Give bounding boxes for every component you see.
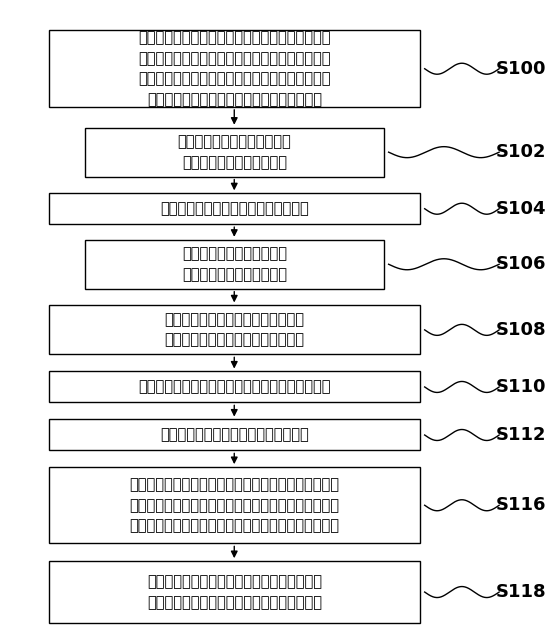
Text: 将多个卷绕型电容器分别设置在多个导电单元上，其中
每一个导电单元包括一电性连接于正极导电引脚的正极
导电端子及一电性连接于负极导电引脚的负极导电端子: 将多个卷绕型电容器分别设置在多个导电单元上，其中 每一个导电单元包括一电性连接于… [129,478,339,533]
Bar [49,467,420,544]
Bar [49,306,420,355]
Bar [85,240,384,289]
Text: S100: S100 [496,60,546,77]
Text: 将每一个卷绕型电容器的卷绕
本体从圆柱体压合成长方体: 将每一个卷绕型电容器的卷绕 本体从圆柱体压合成长方体 [178,134,291,170]
Bar [49,420,420,450]
Bar [49,372,420,403]
Bar [49,30,420,107]
Bar [49,561,420,623]
Text: 弯折第一裸露部与第二裸露部，以使得第一裸
露部与第二裸露部皆沿着封装体的外表面延伸: 弯折第一裸露部与第二裸露部，以使得第一裸 露部与第二裸露部皆沿着封装体的外表面延… [147,575,322,610]
Bar [85,128,384,176]
Text: 同时让多个卷绕型电容器依序进行碳
化处理、化成处理及含浸高分子处理: 同时让多个卷绕型电容器依序进行碳 化处理、化成处理及含浸高分子处理 [164,312,304,348]
Text: S118: S118 [495,583,546,601]
Text: S106: S106 [496,255,546,273]
Bar [49,193,420,224]
Text: S116: S116 [496,496,546,514]
Text: 切除每一个卷绕型电容器的负极焊接脚: 切除每一个卷绕型电容器的负极焊接脚 [160,201,309,216]
Text: S108: S108 [495,321,546,339]
Text: S110: S110 [496,378,546,396]
Text: S102: S102 [496,143,546,161]
Text: S104: S104 [496,200,546,218]
Text: 提供多个卷绕型电容器，每一个卷绕型电容器具有
一卷绕本体、一正极导电引脚、一负极导电引脚、
一焊接在正极导电引脚的末端上的正极焊接脚、及
一焊接在负极导电引脚的: 提供多个卷绕型电容器，每一个卷绕型电容器具有 一卷绕本体、一正极导电引脚、一负极… [138,31,331,107]
Text: 切除每一个卷绕型电容器的正极焊接脚: 切除每一个卷绕型电容器的正极焊接脚 [160,428,309,442]
Text: 将每一个卷绕型电容器的正
极焊接脚焊接在一连接板上: 将每一个卷绕型电容器的正 极焊接脚焊接在一连接板上 [182,246,287,282]
Text: S112: S112 [496,426,546,444]
Text: 移除已形成在负极导电引脚的一末端部上的高分子: 移除已形成在负极导电引脚的一末端部上的高分子 [138,379,331,394]
